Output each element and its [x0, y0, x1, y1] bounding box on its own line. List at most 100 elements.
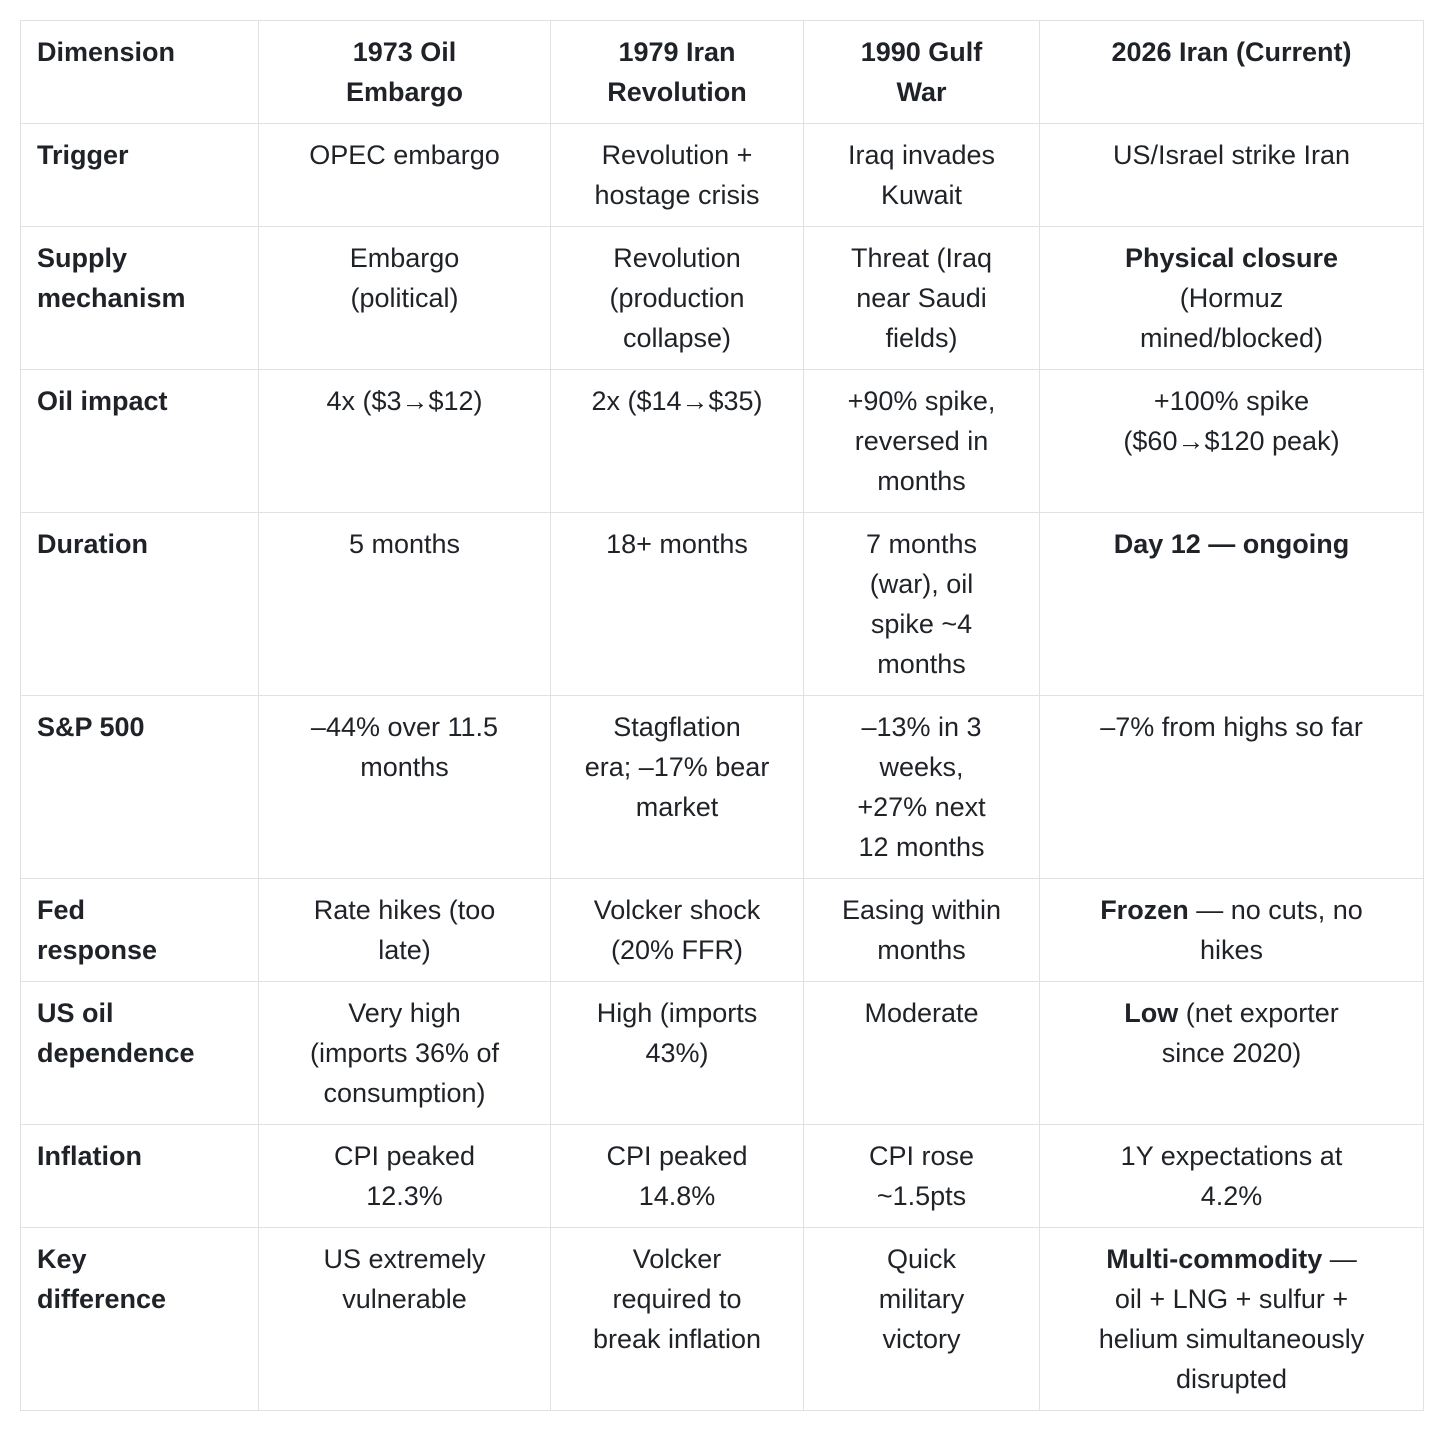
cell-text: Revolution + hostage crisis — [594, 140, 760, 210]
row-label: US oil dependence — [20, 981, 259, 1125]
cell-text: Very high (imports 36% of consumption) — [309, 998, 500, 1108]
row-label: Supply mechanism — [20, 226, 259, 370]
cell-text: Iraq invades Kuwait — [847, 140, 996, 210]
cell-text: –13% in 3 weeks, +27% next 12 months — [857, 712, 986, 862]
table-cell: CPI peaked 14.8% — [550, 1124, 804, 1228]
cell-text: (net exporter since 2020) — [1161, 998, 1339, 1068]
table-cell: Frozen — no cuts, no hikes — [1039, 878, 1424, 982]
cell-text-bold: Day 12 — ongoing — [1113, 529, 1350, 559]
cell-text: Stagflation era; –17% bear market — [584, 712, 770, 822]
cell-text: Moderate — [864, 998, 979, 1028]
cell-text: 1Y expectations at 4.2% — [1120, 1141, 1343, 1211]
cell-text-bold: Frozen — [1100, 895, 1189, 925]
table-cell: 4x ($3→$12) — [258, 369, 551, 513]
header-row: Dimension 1973 Oil Embargo 1979 Iran Revol… — [20, 20, 1424, 124]
cell-text: — no cuts, no hikes — [1196, 895, 1363, 965]
table-cell: CPI rose ~1.5pts — [803, 1124, 1040, 1228]
cell-text: 4x ($3→$12) — [326, 386, 483, 416]
table-cell: Volcker required to break inflation — [550, 1227, 804, 1411]
column-header: 2026 Iran (Current) — [1039, 20, 1424, 124]
cell-text: +100% spike ($60→$120 peak) — [1123, 386, 1340, 456]
cell-text-bold: Multi-commodity — [1106, 1244, 1323, 1274]
table-cell: US extremely vulnerable — [258, 1227, 551, 1411]
cell-text-bold: Low — [1124, 998, 1179, 1028]
table-cell: Day 12 — ongoing — [1039, 512, 1424, 696]
cell-text: OPEC embargo — [309, 140, 500, 170]
cell-text: Quick military victory — [878, 1244, 965, 1354]
table-cell: Easing within months — [803, 878, 1040, 982]
cell-text: Volcker shock (20% FFR) — [593, 895, 761, 965]
table-cell: Stagflation era; –17% bear market — [550, 695, 804, 879]
table-cell: High (imports 43%) — [550, 981, 804, 1125]
table-cell: OPEC embargo — [258, 123, 551, 227]
cell-text: — oil + LNG + sulfur + helium simultaneo… — [1098, 1244, 1365, 1394]
column-header: 1979 Iran Revolution — [550, 20, 804, 124]
cell-text: CPI rose ~1.5pts — [868, 1141, 975, 1211]
table-cell: Low (net exporter since 2020) — [1039, 981, 1424, 1125]
table-cell: Revolution (production collapse) — [550, 226, 804, 370]
table-cell: 5 months — [258, 512, 551, 696]
table-cell: –7% from highs so far — [1039, 695, 1424, 879]
table-cell: Revolution + hostage crisis — [550, 123, 804, 227]
table-cell: +90% spike, reversed in months — [803, 369, 1040, 513]
cell-text: Volcker required to break inflation — [592, 1244, 762, 1354]
table-body: Trigger OPEC embargo Revolution + hostage … — [20, 123, 1424, 1411]
cell-text: High (imports 43%) — [596, 998, 758, 1068]
cell-text: Threat (Iraq near Saudi fields) — [850, 243, 993, 353]
row-label: Oil impact — [20, 369, 259, 513]
table-cell: US/Israel strike Iran — [1039, 123, 1424, 227]
table-row: Trigger OPEC embargo Revolution + hostage … — [20, 123, 1424, 227]
row-label: S&P 500 — [20, 695, 259, 879]
table-cell: 2x ($14→$35) — [550, 369, 804, 513]
cell-text: Easing within months — [841, 895, 1002, 965]
row-label: Trigger — [20, 123, 259, 227]
table-row: S&P 500 –44% over 11.5 months Stagflation … — [20, 695, 1424, 879]
cell-text: US/Israel strike Iran — [1112, 140, 1351, 170]
cell-text: CPI peaked 14.8% — [606, 1141, 748, 1211]
table-cell: CPI peaked 12.3% — [258, 1124, 551, 1228]
table-row: Inflation CPI peaked 12.3% CPI peaked 14.8… — [20, 1124, 1424, 1228]
crisis-comparison-table: Dimension 1973 Oil Embargo 1979 Iran Revol… — [20, 20, 1424, 1411]
table-cell: +100% spike ($60→$120 peak) — [1039, 369, 1424, 513]
table-cell: 7 months (war), oil spike ~4 months — [803, 512, 1040, 696]
table-row: Supply mechanism Embargo (political) Revol… — [20, 226, 1424, 370]
cell-text: –44% over 11.5 months — [310, 712, 499, 782]
cell-text: 18+ months — [606, 529, 748, 559]
table-cell: 1Y expectations at 4.2% — [1039, 1124, 1424, 1228]
table-row: Oil impact 4x ($3→$12) 2x ($14→$35) +90% sp… — [20, 369, 1424, 513]
cell-text: Rate hikes (too late) — [313, 895, 496, 965]
table-cell: Threat (Iraq near Saudi fields) — [803, 226, 1040, 370]
table-cell: Iraq invades Kuwait — [803, 123, 1040, 227]
table-row: Duration 5 months 18+ months 7 months (war)… — [20, 512, 1424, 696]
cell-text: Embargo (political) — [349, 243, 460, 313]
cell-text: –7% from highs so far — [1100, 712, 1363, 742]
cell-text: US extremely vulnerable — [323, 1244, 486, 1314]
cell-text: +90% spike, reversed in months — [847, 386, 996, 496]
row-label: Inflation — [20, 1124, 259, 1228]
table-row: US oil dependence Very high (imports 36% … — [20, 981, 1424, 1125]
table-cell: Embargo (political) — [258, 226, 551, 370]
column-header: 1973 Oil Embargo — [258, 20, 551, 124]
table-cell: –44% over 11.5 months — [258, 695, 551, 879]
row-label: Key difference — [20, 1227, 259, 1411]
cell-text: 7 months (war), oil spike ~4 months — [865, 529, 978, 679]
table-cell: Multi-commodity — oil + LNG + sulfur + h… — [1039, 1227, 1424, 1411]
cell-text: (Hormuz mined/blocked) — [1139, 283, 1324, 353]
table-cell: –13% in 3 weeks, +27% next 12 months — [803, 695, 1040, 879]
row-label: Duration — [20, 512, 259, 696]
table-cell: Moderate — [803, 981, 1040, 1125]
table-cell: Volcker shock (20% FFR) — [550, 878, 804, 982]
cell-text: 5 months — [348, 529, 461, 559]
column-header-dimension: Dimension — [20, 20, 259, 124]
table-row: Fed response Rate hikes (too late) Volcker… — [20, 878, 1424, 982]
column-header: 1990 Gulf War — [803, 20, 1040, 124]
table-cell: Very high (imports 36% of consumption) — [258, 981, 551, 1125]
table-row: Key difference US extremely vulnerable Vol… — [20, 1227, 1424, 1411]
table-cell: Physical closure (Hormuz mined/blocked) — [1039, 226, 1424, 370]
table-cell: 18+ months — [550, 512, 804, 696]
cell-text: Revolution (production collapse) — [609, 243, 745, 353]
cell-text: CPI peaked 12.3% — [333, 1141, 476, 1211]
row-label: Fed response — [20, 878, 259, 982]
table-cell: Rate hikes (too late) — [258, 878, 551, 982]
